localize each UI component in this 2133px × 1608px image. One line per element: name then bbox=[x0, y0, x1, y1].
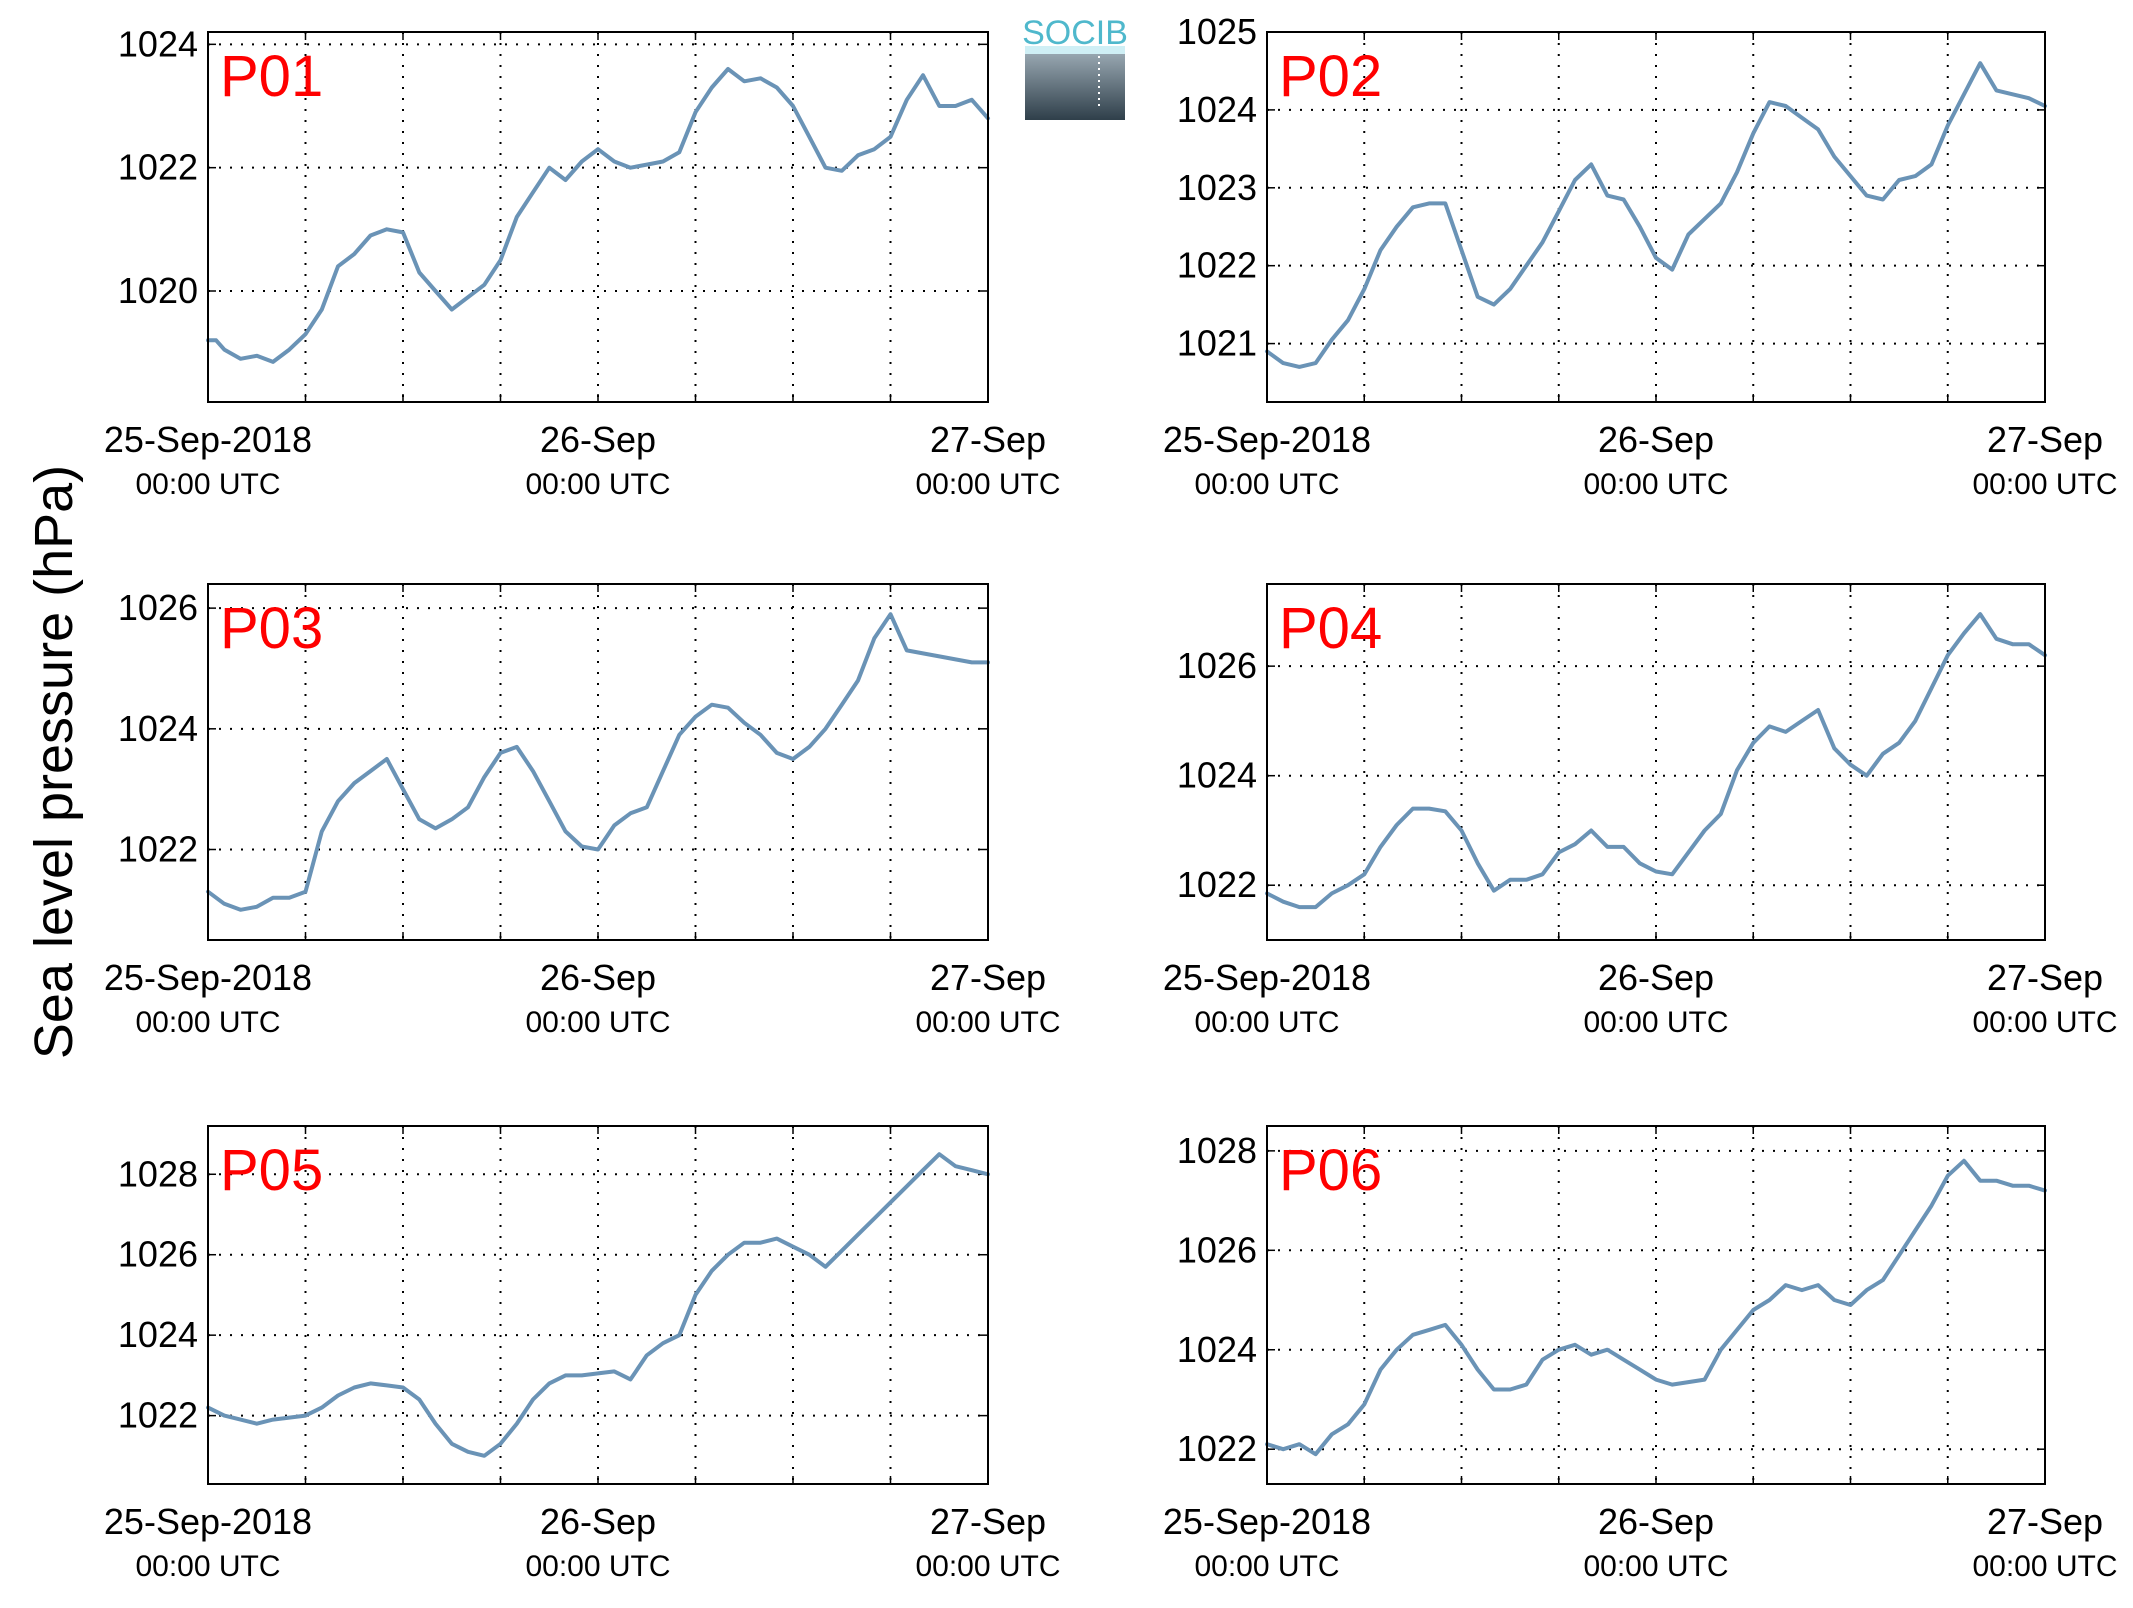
panel-p05: 1022 1024 1026 1028 P05 25-Sep-2018 00:00 UTC 2… bbox=[104, 1125, 1061, 1583]
series-line bbox=[1265, 612, 2047, 910]
y-tick-label: 1024 bbox=[1177, 1329, 1257, 1370]
panel-p02: 1021 1022 1023 1024 1025 P02 25-Sep-2018 00:00 … bbox=[1163, 11, 2118, 501]
series-line bbox=[206, 1152, 990, 1458]
y-tick-label: 1025 bbox=[1177, 11, 1257, 52]
x-tick-sublabel: 00:00 UTC bbox=[1583, 468, 1728, 501]
y-tick-label: 1022 bbox=[118, 1395, 198, 1436]
x-tick-sublabel: 00:00 UTC bbox=[525, 468, 670, 501]
plot-frame bbox=[207, 31, 989, 403]
series-line bbox=[206, 612, 990, 912]
x-tick-label: 27-Sep bbox=[1987, 1501, 2103, 1542]
plot-frame bbox=[1266, 31, 2046, 403]
y-tick-label: 1022 bbox=[1177, 864, 1257, 905]
x-tick-label: 25-Sep-2018 bbox=[104, 1501, 312, 1542]
x-tick-label: 25-Sep-2018 bbox=[1163, 1501, 1371, 1542]
socib-logo-text: SOCIB bbox=[1022, 14, 1128, 52]
panel-p06: 1022 1024 1026 1028 P06 25-Sep-2018 00:00 UTC 2… bbox=[1163, 1125, 2118, 1583]
x-tick-label: 25-Sep-2018 bbox=[1163, 957, 1371, 998]
x-tick-sublabel: 00:00 UTC bbox=[525, 1550, 670, 1583]
x-tick-label: 27-Sep bbox=[930, 1501, 1046, 1542]
y-tick-label: 1022 bbox=[118, 828, 198, 869]
x-tick-sublabel: 00:00 UTC bbox=[1194, 1006, 1339, 1039]
x-tick-sublabel: 00:00 UTC bbox=[1583, 1006, 1728, 1039]
plot-frame bbox=[1266, 1125, 2046, 1485]
y-tick-label: 1028 bbox=[118, 1153, 198, 1194]
y-tick-label: 1023 bbox=[1177, 167, 1257, 208]
x-tick-sublabel: 00:00 UTC bbox=[1972, 1550, 2117, 1583]
y-tick-label: 1024 bbox=[118, 1314, 198, 1355]
y-tick-label: 1026 bbox=[118, 587, 198, 628]
panel-label: P02 bbox=[1279, 44, 1382, 109]
y-tick-label: 1022 bbox=[1177, 245, 1257, 286]
x-tick-sublabel: 00:00 UTC bbox=[525, 1006, 670, 1039]
x-tick-label: 26-Sep bbox=[1598, 1501, 1714, 1542]
y-tick-label: 1024 bbox=[1177, 755, 1257, 796]
panel-label: P05 bbox=[220, 1138, 323, 1203]
x-tick-label: 27-Sep bbox=[930, 957, 1046, 998]
y-tick-label: 1022 bbox=[1177, 1428, 1257, 1469]
panel-p01: 1020 1022 1024 P01 25-Sep-2018 00:00 UTC 26-Se… bbox=[104, 23, 1061, 501]
x-tick-label: 27-Sep bbox=[930, 419, 1046, 460]
y-tick-label: 1020 bbox=[118, 270, 198, 311]
y-axis-label: Sea level pressure (hPa) bbox=[24, 465, 84, 1059]
y-tick-label: 1024 bbox=[118, 23, 198, 64]
x-tick-label: 25-Sep-2018 bbox=[104, 957, 312, 998]
panel-label: P04 bbox=[1279, 596, 1382, 661]
x-tick-sublabel: 00:00 UTC bbox=[1972, 1006, 2117, 1039]
panel-p03: 1022 1024 1026 P03 25-Sep-2018 00:00 UTC 26-Se… bbox=[104, 583, 1061, 1039]
x-tick-sublabel: 00:00 UTC bbox=[135, 1550, 280, 1583]
x-tick-label: 26-Sep bbox=[540, 957, 656, 998]
series-line bbox=[206, 67, 990, 364]
x-tick-label: 27-Sep bbox=[1987, 419, 2103, 460]
x-tick-label: 26-Sep bbox=[1598, 419, 1714, 460]
panel-p04: 1022 1024 1026 P04 25-Sep-2018 00:00 UTC 26-Se… bbox=[1163, 583, 2118, 1039]
panel-label: P01 bbox=[220, 44, 323, 109]
x-tick-label: 26-Sep bbox=[540, 1501, 656, 1542]
x-tick-label: 25-Sep-2018 bbox=[1163, 419, 1371, 460]
y-tick-label: 1024 bbox=[118, 708, 198, 749]
x-tick-label: 25-Sep-2018 bbox=[104, 419, 312, 460]
socib-logo: SOCIB bbox=[1022, 14, 1128, 120]
x-tick-label: 27-Sep bbox=[1987, 957, 2103, 998]
panel-label: P03 bbox=[220, 596, 323, 661]
x-tick-sublabel: 00:00 UTC bbox=[1194, 468, 1339, 501]
x-tick-sublabel: 00:00 UTC bbox=[1194, 1550, 1339, 1583]
y-tick-label: 1026 bbox=[1177, 645, 1257, 686]
x-tick-sublabel: 00:00 UTC bbox=[915, 468, 1060, 501]
plot-frame bbox=[1266, 583, 2046, 941]
y-tick-label: 1026 bbox=[1177, 1229, 1257, 1270]
panel-label: P06 bbox=[1279, 1138, 1382, 1203]
series-line bbox=[1265, 1158, 2047, 1457]
y-tick-label: 1026 bbox=[118, 1234, 198, 1275]
plot-frame bbox=[207, 1125, 989, 1485]
x-tick-sublabel: 00:00 UTC bbox=[1583, 1550, 1728, 1583]
y-tick-label: 1028 bbox=[1177, 1130, 1257, 1171]
plot-frame bbox=[207, 583, 989, 941]
y-tick-label: 1021 bbox=[1177, 323, 1257, 364]
x-tick-label: 26-Sep bbox=[540, 419, 656, 460]
y-tick-label: 1022 bbox=[118, 147, 198, 188]
x-tick-sublabel: 00:00 UTC bbox=[915, 1550, 1060, 1583]
y-tick-label: 1024 bbox=[1177, 89, 1257, 130]
series-line bbox=[1265, 61, 2047, 369]
x-tick-sublabel: 00:00 UTC bbox=[135, 1006, 280, 1039]
x-tick-label: 26-Sep bbox=[1598, 957, 1714, 998]
x-tick-sublabel: 00:00 UTC bbox=[1972, 468, 2117, 501]
x-tick-sublabel: 00:00 UTC bbox=[135, 468, 280, 501]
x-tick-sublabel: 00:00 UTC bbox=[915, 1006, 1060, 1039]
